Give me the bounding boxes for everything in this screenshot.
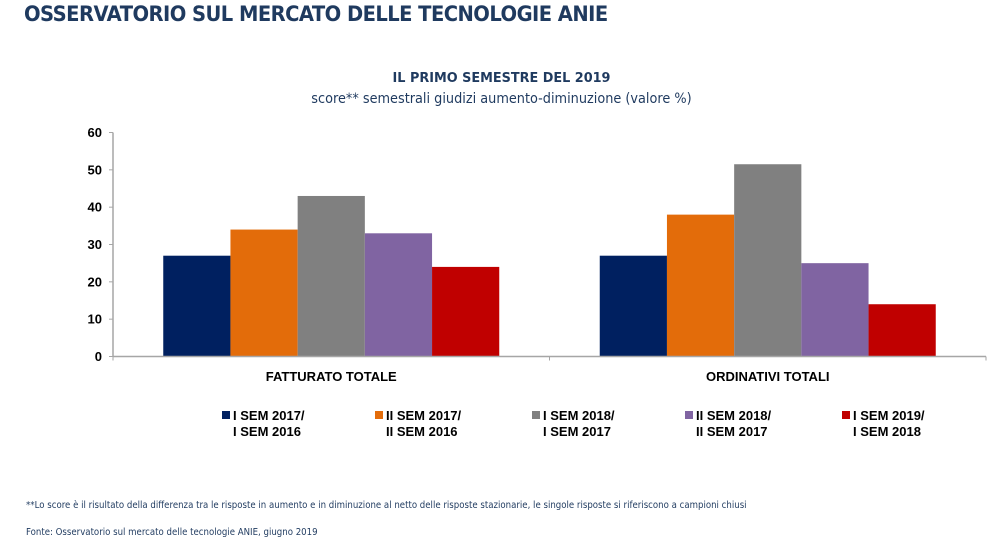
legend-swatch <box>842 411 850 419</box>
y-tick-label: 40 <box>88 200 102 215</box>
legend-label-line1: I SEM 2017/ <box>233 408 305 423</box>
legend-swatch <box>375 411 383 419</box>
bar-fatturato-series-4 <box>364 233 433 357</box>
bar-ordinativi-series-1 <box>599 255 667 357</box>
bar-fatturato-series-1 <box>163 255 231 357</box>
page-title: OSSERVATORIO SUL MERCATO DELLE TECNOLOGI… <box>24 2 608 26</box>
axes-layer: FATTURATO TOTALE ORDINATIVI TOTALI 0 10 20 30… <box>88 125 987 384</box>
legend-label-line1: II SEM 2017/ <box>386 408 462 423</box>
category-label: FATTURATO TOTALE <box>266 369 397 384</box>
bar-ordinativi-series-2 <box>666 214 735 357</box>
legend-item-series-5: I SEM 2019/I SEM 2018 <box>842 408 925 440</box>
y-tick-label: 60 <box>88 125 102 140</box>
legend-item-series-1: I SEM 2017/I SEM 2016 <box>222 408 305 440</box>
legend-item-series-2: II SEM 2017/II SEM 2016 <box>375 408 461 440</box>
chart-legend: I SEM 2017/I SEM 2016 II SEM 2017/II SEM … <box>0 408 1003 442</box>
source-note: Fonte: Osservatorio sul mercato delle te… <box>26 527 318 538</box>
legend-label-line1: I SEM 2019/ <box>853 408 925 423</box>
legend-label-line2: II SEM 2016 <box>386 424 458 439</box>
bars-layer <box>163 164 936 357</box>
legend-item-series-4: II SEM 2018/II SEM 2017 <box>685 408 771 440</box>
legend-label-line2: I SEM 2018 <box>853 424 921 439</box>
chart-subtitle: score** semestrali giudizi aumento-dimin… <box>311 91 692 107</box>
legend-item-series-3: I SEM 2018/I SEM 2017 <box>532 408 615 440</box>
bar-chart: FATTURATO TOTALE ORDINATIVI TOTALI 0 10 20 30… <box>88 125 987 384</box>
legend-label-line1: I SEM 2018/ <box>543 408 615 423</box>
bar-fatturato-series-5 <box>432 266 500 357</box>
bar-fatturato-series-3 <box>297 195 365 357</box>
legend-swatch <box>222 411 230 419</box>
bar-ordinativi-series-3 <box>734 164 802 357</box>
bar-ordinativi-series-4 <box>801 263 869 357</box>
y-tick-label: 20 <box>88 274 102 289</box>
footnote: **Lo score è il risultato della differen… <box>26 500 747 511</box>
legend-label-line2: I SEM 2016 <box>233 424 301 439</box>
legend-label-line2: I SEM 2017 <box>543 424 611 439</box>
y-tick-label: 0 <box>95 349 102 364</box>
legend-swatch <box>532 411 540 419</box>
bar-fatturato-series-2 <box>230 229 298 357</box>
legend-swatch <box>685 411 693 419</box>
legend-label-line1: II SEM 2018/ <box>696 408 772 423</box>
y-tick-label: 50 <box>88 162 102 177</box>
legend-label-line2: II SEM 2017 <box>696 424 768 439</box>
y-tick-label: 10 <box>88 312 102 327</box>
bar-ordinativi-series-5 <box>868 304 936 357</box>
y-tick-label: 30 <box>88 237 102 252</box>
chart-title: IL PRIMO SEMESTRE DEL 2019 <box>392 70 611 86</box>
category-label: ORDINATIVI TOTALI <box>706 369 830 384</box>
